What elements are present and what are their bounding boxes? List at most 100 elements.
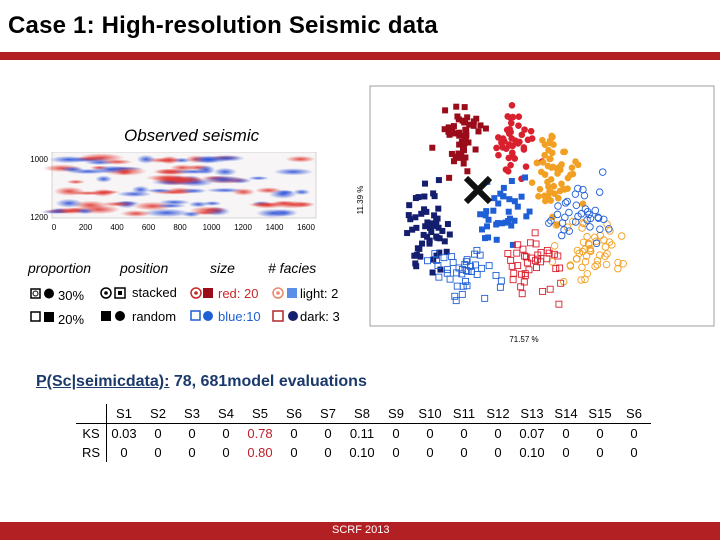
scatter-point bbox=[422, 223, 429, 230]
scatter-point bbox=[522, 163, 530, 170]
scatter-point bbox=[526, 239, 534, 247]
seismic-reflection bbox=[143, 208, 191, 218]
scatter-point bbox=[586, 244, 594, 253]
scatter-point bbox=[571, 218, 580, 226]
observed-data-marker bbox=[463, 175, 493, 205]
table-cell: 0 bbox=[120, 445, 128, 460]
table-cell: 0.03 bbox=[111, 426, 137, 441]
seismic-xtick: 1000 bbox=[203, 223, 221, 232]
scatter-point bbox=[495, 151, 502, 159]
scatter-point bbox=[614, 258, 622, 267]
scatter-point bbox=[519, 245, 527, 253]
scatter-point bbox=[545, 219, 553, 227]
scatter-point bbox=[497, 277, 505, 285]
scatter-point bbox=[541, 192, 548, 200]
scatter-point bbox=[431, 250, 439, 258]
scatter-point bbox=[428, 229, 435, 236]
scatter-point bbox=[554, 202, 562, 210]
table-row-label: KS bbox=[76, 423, 107, 443]
scatter-xlabel: 71.57 % bbox=[509, 335, 538, 344]
scatter-point bbox=[528, 179, 536, 186]
scatter-point bbox=[421, 193, 428, 200]
scatter-point bbox=[458, 138, 465, 145]
scatter-point bbox=[547, 216, 555, 225]
scatter-point bbox=[504, 113, 511, 120]
probability-label: P(Sc|seimicdata): bbox=[36, 373, 170, 390]
scatter-point bbox=[458, 265, 466, 273]
facies-scatter-plot: 71.57 % 11.39 % bbox=[356, 85, 715, 344]
scatter-point bbox=[524, 136, 532, 144]
scatter-point bbox=[522, 253, 530, 261]
scatter-point bbox=[603, 250, 611, 258]
seismic-reflection bbox=[273, 168, 314, 176]
table-cell: 0 bbox=[290, 426, 298, 441]
scatter-point bbox=[443, 248, 450, 255]
scatter-point bbox=[555, 194, 562, 202]
seismic-reflection bbox=[101, 159, 133, 165]
scatter-point bbox=[446, 231, 453, 238]
seismic-xtick: 600 bbox=[142, 223, 156, 232]
scatter-point bbox=[437, 266, 444, 273]
scatter-point bbox=[537, 249, 545, 256]
table-column-header: S14 bbox=[549, 404, 583, 424]
scatter-point bbox=[435, 273, 443, 281]
table-cell: 0 bbox=[562, 426, 570, 441]
seismic-reflection bbox=[293, 189, 311, 196]
scatter-point bbox=[525, 266, 533, 274]
seismic-reflection bbox=[89, 165, 109, 170]
legend-size-red: red: 20 bbox=[218, 286, 259, 301]
scatter-point bbox=[577, 276, 585, 284]
scatter-point bbox=[544, 162, 552, 170]
scatter-point bbox=[574, 161, 582, 169]
scatter-point bbox=[578, 263, 586, 272]
seismic-reflection bbox=[120, 210, 152, 217]
scatter-point bbox=[464, 168, 471, 175]
scatter-point bbox=[424, 219, 431, 226]
legend-size-blue: blue:10 bbox=[218, 309, 261, 324]
scatter-point bbox=[412, 260, 419, 267]
scatter-point bbox=[495, 200, 502, 207]
scatter-point bbox=[484, 223, 491, 230]
scatter-point bbox=[541, 151, 548, 159]
scatter-point bbox=[566, 261, 575, 269]
seismic-reflection bbox=[101, 201, 136, 207]
scatter-point bbox=[471, 250, 479, 258]
scatter-point bbox=[485, 262, 493, 270]
scatter-point bbox=[546, 188, 553, 196]
legend-position-stacked: stacked bbox=[132, 285, 177, 300]
scatter-point bbox=[423, 208, 430, 215]
seismic-xtick: 0 bbox=[52, 223, 57, 232]
table-column-header: S10 bbox=[413, 404, 447, 424]
seismic-xtick: 1400 bbox=[266, 223, 284, 232]
scatter-point bbox=[418, 210, 425, 217]
scatter-point bbox=[496, 283, 504, 291]
scatter-point bbox=[441, 238, 448, 245]
legend-proportion-20: 20% bbox=[58, 312, 85, 327]
scatter-point bbox=[473, 115, 480, 122]
scatter-point bbox=[479, 226, 486, 233]
scatter-point bbox=[536, 185, 544, 193]
probability-text: 78, 681model evaluations bbox=[169, 373, 367, 390]
scatter-point bbox=[461, 104, 468, 111]
seismic-reflection bbox=[213, 167, 237, 176]
scatter-point bbox=[556, 162, 564, 170]
scatter-point bbox=[546, 137, 554, 144]
scatter-point bbox=[433, 252, 440, 259]
scatter-point bbox=[550, 242, 559, 250]
scatter-point bbox=[463, 126, 470, 133]
scatter-point bbox=[523, 213, 530, 220]
scatter-point bbox=[417, 253, 424, 260]
table-cell: 0 bbox=[426, 445, 434, 460]
scatter-point bbox=[517, 283, 525, 291]
scatter-point bbox=[481, 294, 489, 302]
scatter-point bbox=[460, 160, 467, 167]
seismic-reflection bbox=[268, 189, 298, 199]
table-cell: 0 bbox=[290, 445, 298, 460]
footer-bar: SCRF 2013 bbox=[0, 522, 720, 540]
legend-facies-light: light: 2 bbox=[300, 286, 339, 301]
scatter-ylabel: 11.39 % bbox=[356, 186, 365, 215]
scatter-point bbox=[602, 260, 611, 269]
table-cell: 0 bbox=[494, 445, 502, 460]
scatter-point bbox=[614, 264, 622, 273]
scatter-point bbox=[409, 226, 416, 233]
